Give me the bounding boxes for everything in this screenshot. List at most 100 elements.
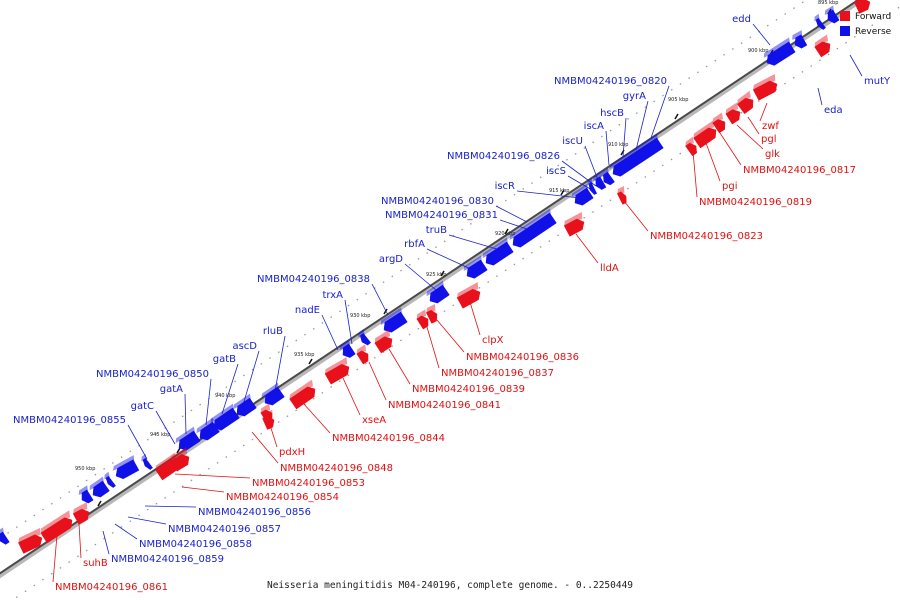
forward-gene-arrow-8[interactable] bbox=[685, 142, 697, 157]
reverse-gene-arrow-17[interactable] bbox=[264, 386, 285, 406]
reverse-gene-arrow-20[interactable] bbox=[199, 421, 220, 441]
reverse-gene-arrow-24[interactable] bbox=[105, 475, 116, 488]
forward-gene-label[interactable]: NMBM04240196_0823 bbox=[650, 231, 763, 242]
forward-gene-arrow-4[interactable] bbox=[737, 97, 754, 115]
forward-gene-arrow-19[interactable] bbox=[262, 415, 275, 430]
reverse-gene-label[interactable]: gatC bbox=[131, 401, 154, 412]
reverse-gene-arrow-14[interactable] bbox=[383, 311, 408, 333]
forward-gene-arrow-12[interactable] bbox=[416, 315, 429, 330]
reverse-gene-arrow-22[interactable] bbox=[142, 457, 153, 470]
reverse-gene-arrow-5[interactable] bbox=[612, 137, 664, 177]
reverse-gene-label[interactable]: iscA bbox=[584, 121, 604, 132]
reverse-gene-arrow-18[interactable] bbox=[236, 397, 257, 417]
reverse-gene-arrow-11[interactable] bbox=[485, 241, 514, 266]
forward-gene-label[interactable]: xseA bbox=[362, 415, 386, 426]
reverse-gene-label[interactable]: gatA bbox=[160, 384, 183, 395]
forward-gene-label[interactable]: NMBM04240196_0839 bbox=[412, 384, 525, 395]
forward-gene-arrow-3[interactable] bbox=[752, 80, 778, 101]
forward-gene-label[interactable]: NMBM04240196_0844 bbox=[332, 433, 445, 444]
forward-gene-label[interactable]: suhB bbox=[83, 558, 108, 569]
forward-gene-label[interactable]: pgl bbox=[761, 134, 776, 145]
reverse-gene-label[interactable]: NMBM04240196_0855 bbox=[13, 415, 126, 426]
forward-gene-arrow-21[interactable] bbox=[170, 454, 190, 472]
reverse-gene-label[interactable]: nadE bbox=[295, 305, 320, 316]
forward-gene-arrow-7[interactable] bbox=[693, 127, 717, 149]
forward-gene-arrow-14[interactable] bbox=[374, 336, 393, 354]
reverse-gene-label[interactable]: hscB bbox=[600, 108, 624, 119]
reverse-gene-arrow-7[interactable] bbox=[595, 176, 607, 190]
reverse-gene-label[interactable]: NMBM04240196_0850 bbox=[96, 369, 209, 380]
reverse-gene-arrow-3[interactable] bbox=[794, 34, 808, 49]
reverse-gene-arrow-21[interactable] bbox=[178, 430, 201, 451]
reverse-gene-arrow-13[interactable] bbox=[429, 284, 450, 304]
reverse-gene-label[interactable]: gatB bbox=[213, 354, 236, 365]
reverse-gene-arrow-6[interactable] bbox=[603, 171, 615, 186]
reverse-gene-arrow-19[interactable] bbox=[213, 407, 240, 431]
forward-gene-arrow-17[interactable] bbox=[289, 386, 316, 410]
reverse-gene-label[interactable]: NMBM04240196_0826 bbox=[447, 151, 560, 162]
forward-gene-arrow-6[interactable] bbox=[712, 119, 726, 134]
forward-gene-label[interactable]: NMBM04240196_0841 bbox=[388, 400, 501, 411]
forward-gene-label[interactable]: glk bbox=[765, 149, 780, 160]
reverse-gene-arrow-1[interactable] bbox=[827, 9, 840, 24]
forward-gene-arrow-22[interactable] bbox=[72, 508, 90, 525]
reverse-gene-label[interactable]: NMBM04240196_0858 bbox=[139, 539, 252, 550]
forward-gene-label[interactable]: clpX bbox=[482, 335, 504, 346]
forward-gene-label[interactable]: NMBM04240196_0854 bbox=[226, 492, 339, 503]
reverse-gene-label[interactable]: NMBM04240196_0831 bbox=[385, 210, 498, 221]
forward-gene-arrow-1[interactable] bbox=[854, 0, 871, 14]
forward-gene-arrow-23[interactable] bbox=[40, 517, 73, 544]
reverse-gene-label[interactable]: iscR bbox=[495, 181, 515, 192]
forward-gene-arrow-9[interactable] bbox=[616, 191, 627, 205]
reverse-gene-label[interactable]: edd bbox=[732, 14, 751, 25]
forward-gene-arrow-13[interactable] bbox=[425, 309, 438, 324]
reverse-gene-label[interactable]: NMBM04240196_0838 bbox=[257, 274, 370, 285]
forward-gene-arrow-11[interactable] bbox=[456, 288, 481, 309]
forward-gene-arrow-15[interactable] bbox=[356, 350, 369, 365]
reverse-gene-arrow-15[interactable] bbox=[342, 343, 356, 358]
forward-gene-arrow-2[interactable] bbox=[814, 41, 831, 58]
forward-gene-label[interactable]: pdxH bbox=[279, 447, 305, 458]
reverse-gene-label[interactable]: NMBM04240196_0857 bbox=[168, 524, 281, 535]
forward-gene-label[interactable]: NMBM04240196_0819 bbox=[699, 197, 812, 208]
forward-gene-label[interactable]: NMBM04240196_0848 bbox=[280, 463, 393, 474]
forward-gene-label[interactable]: zwf bbox=[762, 121, 779, 132]
reverse-gene-label[interactable]: argD bbox=[379, 254, 403, 265]
reverse-gene-arrow-12[interactable] bbox=[466, 259, 488, 279]
reverse-gene-label[interactable]: eda bbox=[824, 105, 843, 116]
reverse-gene-arrow-23[interactable] bbox=[115, 459, 140, 480]
reverse-gene-label[interactable]: rbfA bbox=[404, 239, 425, 250]
reverse-gene-label[interactable]: NMBM04240196_0820 bbox=[554, 76, 667, 87]
reverse-gene-arrow-26[interactable] bbox=[81, 489, 94, 504]
reverse-gene-arrow-27[interactable] bbox=[0, 531, 10, 545]
reverse-gene-label[interactable]: NMBM04240196_0856 bbox=[198, 507, 311, 518]
forward-gene-arrow-5[interactable] bbox=[725, 109, 741, 125]
reverse-gene-label[interactable]: NMBM04240196_0830 bbox=[381, 196, 494, 207]
forward-gene-label[interactable]: NMBM04240196_0817 bbox=[743, 165, 856, 176]
forward-gene-label[interactable]: pgi bbox=[722, 181, 737, 192]
reverse-gene-label[interactable]: iscU bbox=[562, 136, 583, 147]
reverse-gene-label[interactable]: mutY bbox=[864, 76, 891, 87]
forward-gene-arrow-16[interactable] bbox=[324, 364, 350, 385]
reverse-gene-label[interactable]: NMBM04240196_0859 bbox=[111, 554, 224, 565]
reverse-gene-label[interactable]: ascD bbox=[232, 341, 257, 352]
forward-gene-label[interactable]: NMBM04240196_0861 bbox=[55, 582, 168, 593]
reverse-gene-arrow-25[interactable] bbox=[92, 480, 110, 498]
forward-gene-arrow-24[interactable] bbox=[18, 534, 43, 554]
reverse-gene-arrow-10[interactable] bbox=[512, 212, 557, 248]
reverse-gene-arrow-8[interactable] bbox=[588, 182, 598, 195]
reverse-gene-arrow-16[interactable] bbox=[360, 332, 372, 346]
forward-gene-label[interactable]: NMBM04240196_0837 bbox=[441, 368, 554, 379]
reverse-gene-label[interactable]: trxA bbox=[322, 290, 343, 301]
forward-gene-arrow-10[interactable] bbox=[563, 218, 585, 237]
forward-gene-label[interactable]: NMBM04240196_0836 bbox=[466, 352, 579, 363]
reverse-gene-arrow-4[interactable] bbox=[766, 41, 796, 66]
reverse-gene-arrow-9[interactable] bbox=[574, 187, 594, 206]
forward-gene-label[interactable]: lldA bbox=[600, 263, 619, 274]
reverse-gene-label[interactable]: rluB bbox=[263, 326, 283, 337]
reverse-gene-label[interactable]: iscS bbox=[546, 166, 566, 177]
reverse-gene-arrow-2[interactable] bbox=[815, 17, 826, 30]
reverse-gene-label[interactable]: gyrA bbox=[623, 91, 646, 102]
forward-gene-label[interactable]: NMBM04240196_0853 bbox=[252, 478, 365, 489]
reverse-gene-label[interactable]: truB bbox=[426, 225, 447, 236]
